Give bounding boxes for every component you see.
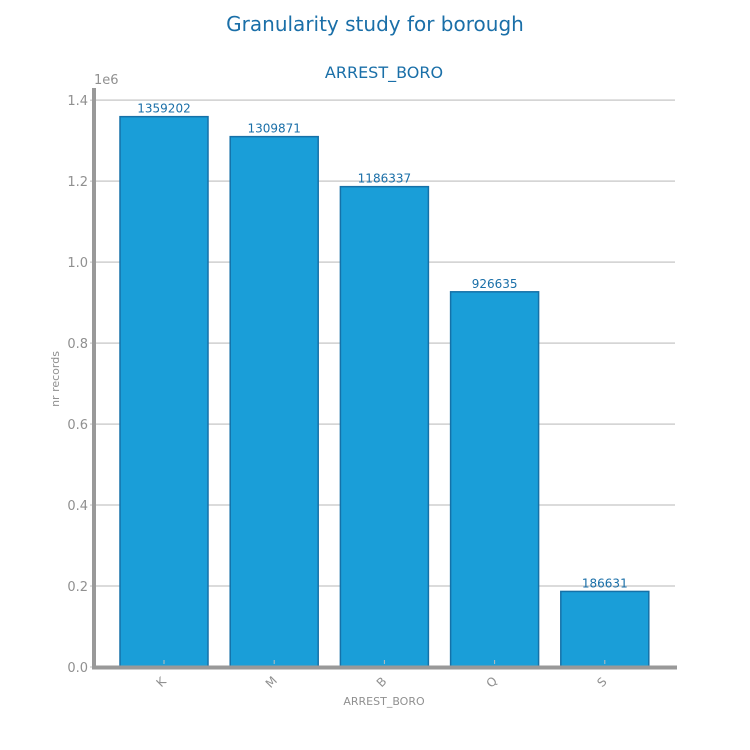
bar-S — [560, 590, 650, 668]
x-axis-label: ARREST_BORO — [343, 695, 425, 708]
bars — [119, 115, 650, 668]
y-tick-label-2: 0.4 — [67, 499, 88, 514]
y-tick-label-0: 0.0 — [67, 661, 88, 676]
bar-M — [229, 135, 319, 668]
data-label-B: 1186337 — [358, 172, 411, 186]
data-label-Q: 926635 — [472, 277, 518, 291]
x-tick-label-K: K — [153, 674, 169, 690]
data-labels: 1359202 1309871 1186337 926635 186631 — [137, 102, 627, 591]
y-tick-label-6: 1.2 — [67, 175, 88, 190]
y-tick-label-4: 0.8 — [67, 337, 88, 352]
chart-title: Granularity study for borough — [226, 12, 524, 36]
bar-B — [339, 185, 430, 668]
y-tick-label-7: 1.4 — [67, 94, 88, 109]
y-tick-labels: 0.0 0.2 0.4 0.6 0.8 1.0 1.2 1.4 — [67, 94, 94, 676]
x-tick-label-S: S — [594, 675, 609, 690]
y-offset-label: 1e6 — [94, 73, 119, 88]
data-label-K: 1359202 — [137, 102, 190, 116]
x-tick-label-Q: Q — [483, 674, 500, 691]
y-tick-label-5: 1.0 — [67, 256, 88, 271]
chart-subtitle: ARREST_BORO — [325, 63, 443, 83]
y-tick-label-3: 0.6 — [67, 418, 88, 433]
y-tick-label-1: 0.2 — [67, 580, 88, 595]
data-label-M: 1309871 — [247, 122, 300, 136]
y-axis-label: nr records — [49, 351, 62, 407]
bar-K — [119, 115, 209, 668]
data-label-S: 186631 — [582, 576, 628, 590]
bar-Q — [449, 291, 540, 668]
x-tick-label-M: M — [263, 674, 280, 691]
x-tick-label-B: B — [374, 674, 390, 690]
